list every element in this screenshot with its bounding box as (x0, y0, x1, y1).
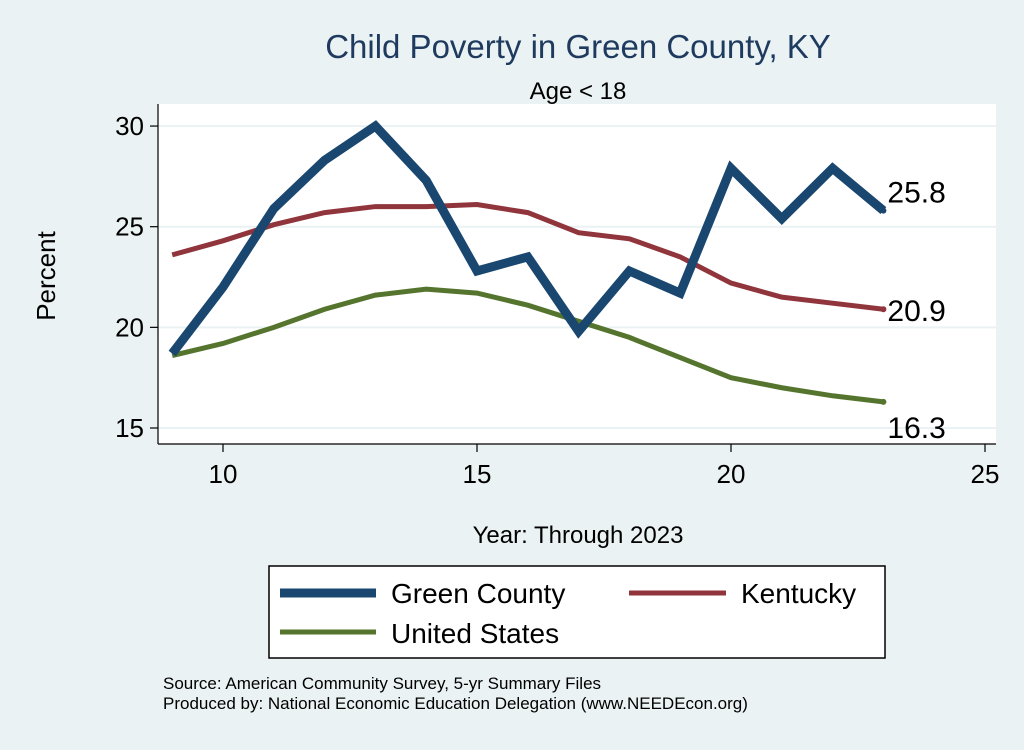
x-tick-label-10: 10 (209, 459, 238, 489)
chart-title: Child Poverty in Green County, KY (325, 28, 831, 65)
end-label-kentucky: 20.9 (887, 295, 945, 328)
y-tick-label-25: 25 (115, 212, 144, 242)
produced-by-note: Produced by: National Economic Education… (163, 694, 748, 713)
x-tick-label-15: 15 (463, 459, 492, 489)
series-line-united-states (171, 286, 884, 405)
y-axis: 15 20 25 30 (115, 104, 159, 444)
legend-label-united-states: United States (391, 618, 559, 649)
legend-label-green-county: Green County (391, 578, 565, 609)
grid-lines (158, 125, 996, 429)
x-axis: 10 15 20 25 (158, 443, 1000, 489)
y-tick-label-15: 15 (115, 413, 144, 443)
x-axis-label: Year: Through 2023 (473, 522, 684, 549)
end-point-kentucky (880, 306, 887, 313)
y-tick-label-30: 30 (115, 111, 144, 141)
legend-box (268, 565, 886, 659)
series-line-green-county (168, 120, 887, 357)
end-point-green-county (880, 207, 887, 214)
legend-label-kentucky: Kentucky (741, 578, 856, 609)
end-label-green-county: 25.8 (887, 177, 945, 210)
x-tick-label-25: 25 (971, 459, 1000, 489)
source-note: Source: American Community Survey, 5-yr … (163, 674, 601, 693)
series-line-kentucky (171, 202, 884, 312)
y-tick-label-20: 20 (115, 312, 144, 342)
legend: Green County Kentucky United States (268, 565, 886, 659)
chart-subtitle: Age < 18 (530, 78, 627, 105)
y-axis-label: Percent (31, 230, 61, 320)
end-label-united-states: 16.3 (887, 412, 945, 445)
x-tick-label-20: 20 (717, 459, 746, 489)
end-point-united-states (880, 398, 887, 405)
series-lines (168, 120, 887, 405)
plot-area (158, 104, 996, 444)
end-labels: 25.8 20.9 16.3 (887, 177, 945, 445)
